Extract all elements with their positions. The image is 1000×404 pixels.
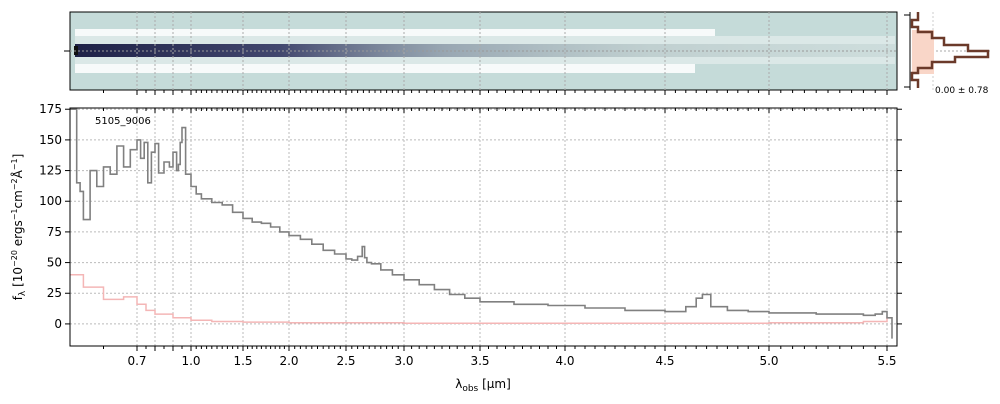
histogram-fill [912, 30, 934, 74]
histogram-panel: 0.00 ± 0.78 [904, 12, 990, 96]
x-tick-label: 4.5 [655, 354, 674, 368]
error-series-line [70, 274, 888, 325]
y-tick-label: 50 [47, 256, 62, 270]
spectral-trace [75, 44, 895, 57]
upper-blank-strip [75, 29, 715, 36]
y-tick-label: 25 [47, 286, 62, 300]
x-axis-label: λobs [μm] [455, 377, 511, 394]
y-tick-label: 100 [39, 194, 62, 208]
x-tick-label: 0.7 [127, 354, 146, 368]
y-axis-label: fλ [10−20 ergs−1cm−2Å−1] [10, 154, 28, 301]
spectrum-1d-frame [69, 107, 898, 347]
y-tick-label: 175 [39, 102, 62, 116]
x-tick-label: 2.0 [279, 354, 298, 368]
flux-series-line [70, 108, 893, 339]
x-tick-label: 3.5 [470, 354, 489, 368]
histogram-line [910, 12, 990, 88]
spectrum-1d-panel: 0.7 1.0 1.5 2.0 2.5 3.0 3.5 4.0 4.5 5.0 5.5 0 25 50 7… [39, 90, 902, 368]
histogram-annotation: 0.00 ± 0.78 [935, 86, 989, 96]
y-tick-label: 75 [47, 225, 62, 239]
x-ticks: 0.7 1.0 1.5 2.0 2.5 3.0 3.5 4.0 4.5 5.0 5.5 [127, 108, 897, 368]
y-tick-label: 0 [54, 317, 62, 331]
x-tick-label: 1.0 [181, 354, 200, 368]
spectrum-2d-ticks [64, 12, 897, 95]
x-minor-ticks [103, 90, 876, 349]
grid [70, 108, 897, 346]
x-tick-label: 3.0 [394, 354, 413, 368]
y-tick-label: 125 [39, 164, 62, 178]
x-tick-label: 4.0 [555, 354, 574, 368]
spectrum-2d-panel [64, 11, 898, 95]
x-tick-label: 5.0 [759, 354, 778, 368]
x-tick-label: 5.5 [877, 354, 896, 368]
y-tick-label: 150 [39, 133, 62, 147]
x-tick-label: 2.5 [336, 354, 355, 368]
lower-blank-strip [75, 64, 695, 73]
object-label: 5105_9006 [95, 116, 151, 127]
x-tick-label: 1.5 [233, 354, 252, 368]
y-ticks: 0 25 50 75 100 125 150 175 [39, 102, 902, 331]
